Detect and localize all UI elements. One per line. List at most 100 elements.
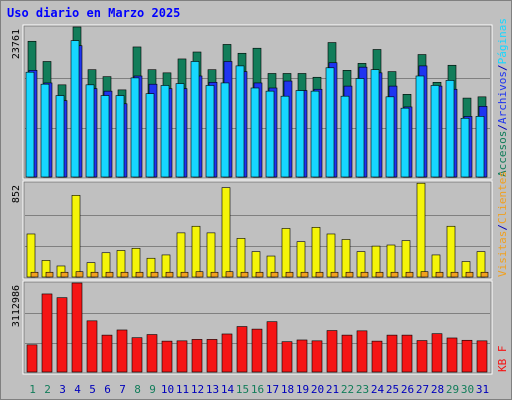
bar-kbf [416, 340, 428, 373]
bar-kbf [326, 330, 338, 373]
bar-kbf [371, 340, 383, 373]
bar-kbf [446, 337, 458, 373]
x-tick-label: 19 [296, 383, 309, 396]
bar-visitas [30, 271, 39, 278]
bar-paginas [310, 90, 320, 178]
bar-visitas [150, 271, 159, 278]
bar-kbf [191, 339, 203, 373]
bar-clientes [326, 233, 336, 278]
x-tick-label: 30 [461, 383, 474, 396]
legend-part: / [496, 124, 509, 131]
bar-paginas [55, 95, 65, 178]
bar-paginas [115, 95, 125, 178]
bar-visitas [120, 271, 129, 278]
bar-paginas [145, 93, 155, 178]
legend-part: / [496, 224, 509, 231]
bar-paginas [130, 77, 140, 178]
bar-paginas [250, 87, 260, 178]
panel-border [22, 180, 493, 280]
panel-border [22, 280, 493, 375]
legend-part: Visitas [496, 231, 509, 277]
bar-paginas [400, 107, 410, 178]
x-tick-label: 8 [134, 383, 141, 396]
bar-paginas [175, 83, 185, 178]
bar-visitas [165, 271, 174, 278]
bar-kbf [176, 340, 188, 373]
x-tick-label: 23 [356, 383, 369, 396]
legend-middle: Visitas/Clientes [496, 171, 509, 277]
bar-paginas [205, 85, 215, 178]
x-tick-label: 20 [311, 383, 324, 396]
bar-visitas [375, 271, 384, 278]
bar-kbf [356, 330, 368, 373]
x-tick-label: 5 [89, 383, 96, 396]
bar-paginas [445, 80, 455, 178]
bar-paginas [85, 84, 95, 178]
x-tick-label: 21 [326, 383, 339, 396]
bar-visitas [300, 271, 309, 278]
bar-clientes [71, 195, 81, 278]
bar-kbf [146, 334, 158, 373]
y-max-label: 3112986 [11, 285, 22, 327]
bar-paginas [160, 85, 170, 178]
bar-visitas [105, 271, 114, 278]
x-tick-label: 6 [104, 383, 111, 396]
legend-part: KB F [496, 346, 509, 373]
bar-kbf [296, 339, 308, 373]
legend-part: Páginas [496, 18, 509, 64]
bar-visitas [180, 271, 189, 278]
panel-middle: 852 Visitas/Clientes [11, 171, 509, 280]
bar-visitas [390, 271, 399, 278]
bar-clientes [221, 187, 231, 278]
bar-clientes [296, 241, 306, 278]
bar-kbf [281, 341, 293, 373]
bar-visitas [330, 271, 339, 278]
bar-paginas [370, 69, 380, 178]
bar-kbf [461, 339, 473, 373]
x-tick-label: 13 [206, 383, 219, 396]
bar-visitas [135, 271, 144, 278]
chart-title: Uso diario en Marzo 2025 [7, 6, 181, 20]
bar-visitas [270, 271, 279, 278]
chart-panels: 23761Accesos/Archivos/Páginas852Visitas/… [11, 18, 509, 396]
bar-kbf [101, 334, 113, 373]
legend-part: / [496, 64, 509, 71]
bar-kbf [26, 344, 38, 373]
x-tick-label: 17 [266, 383, 279, 396]
bar-visitas [465, 271, 474, 278]
x-tick-label: 12 [191, 383, 204, 396]
bar-kbf [236, 326, 248, 373]
x-tick-label: 28 [431, 383, 444, 396]
x-tick-label: 4 [74, 383, 81, 396]
bar-paginas [295, 90, 305, 178]
bar-clientes [446, 225, 456, 278]
bar-kbf [251, 328, 263, 373]
bar-visitas [345, 271, 354, 278]
bar-paginas [475, 116, 485, 178]
bar-kbf [86, 320, 98, 373]
x-tick-label: 9 [149, 383, 156, 396]
bar-paginas [385, 96, 395, 178]
bar-paginas [325, 67, 335, 178]
panel-border-inner [23, 181, 492, 279]
bar-visitas [210, 271, 219, 278]
bar-visitas [90, 271, 99, 278]
bar-visitas [75, 271, 84, 278]
bar-clientes [26, 233, 36, 278]
x-tick-label: 14 [221, 383, 235, 396]
bar-visitas [45, 271, 54, 278]
x-tick-label: 27 [416, 383, 429, 396]
x-tick-label: 24 [371, 383, 385, 396]
legend-top: Accesos/Archivos/Páginas [496, 18, 509, 177]
bar-paginas [430, 85, 440, 178]
bar-paginas [280, 95, 290, 178]
bar-kbf [161, 340, 173, 373]
bar-clientes [341, 239, 351, 278]
panel-border-inner [23, 281, 492, 374]
legend-part: Accesos [496, 131, 509, 177]
y-max-label: 852 [11, 185, 22, 203]
bar-paginas [100, 95, 110, 178]
bar-paginas [220, 82, 230, 178]
